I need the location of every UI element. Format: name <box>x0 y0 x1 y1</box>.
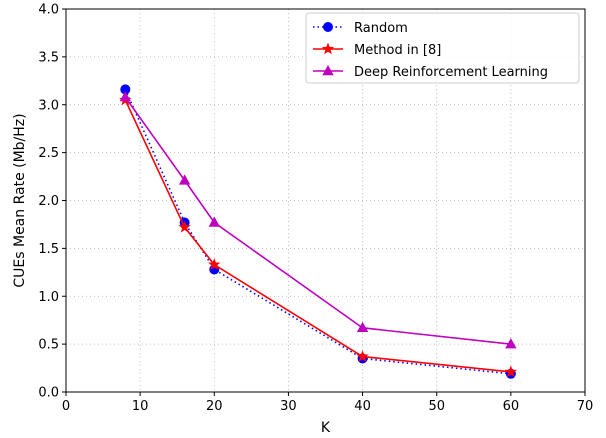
x-axis-label: K <box>321 420 331 436</box>
y-tick-label: 4.0 <box>38 3 59 18</box>
legend-marker <box>321 42 335 55</box>
data-point <box>178 174 191 185</box>
data-point <box>208 216 220 227</box>
y-tick-label: 2.5 <box>38 146 59 161</box>
data-point <box>356 350 369 362</box>
x-tick-label: 70 <box>577 399 594 414</box>
x-tick-label: 20 <box>206 399 223 414</box>
y-tick-label: 1.5 <box>38 242 59 257</box>
data-point <box>356 321 369 333</box>
y-tick-label: 0.0 <box>38 386 59 401</box>
legend: Random Method in [8] Deep Reinforcement Le… <box>305 12 580 84</box>
data-point <box>120 84 131 95</box>
legend-marker <box>322 65 334 76</box>
legend-label: Method in [8] <box>354 43 441 58</box>
series-line <box>124 99 511 373</box>
x-tick-label: 50 <box>428 399 445 414</box>
y-axis-label: CUEs Mean Rate (Mb/Hz) <box>12 113 28 287</box>
data-point <box>504 365 518 378</box>
x-tick-label: 40 <box>354 399 371 414</box>
series-1 <box>120 84 516 379</box>
y-tick-label: 1.0 <box>38 290 59 305</box>
x-tick-label: 30 <box>280 399 297 414</box>
axis-ticks: 0 10 20 30 40 50 60 70 0.0 0.5 1.0 1.5 2.0 2.5 3.0 3.5 4… <box>38 3 593 415</box>
data-point <box>505 338 517 349</box>
series-layer <box>119 84 518 379</box>
legend-label: Deep Reinforcement Learning <box>354 65 548 80</box>
data-point <box>119 91 132 102</box>
series-line <box>124 89 511 375</box>
legend-label: Random <box>354 21 408 36</box>
legend-box <box>305 12 580 84</box>
data-point <box>178 220 191 233</box>
series-3 <box>119 91 517 349</box>
x-tick-label: 0 <box>62 399 70 414</box>
y-tick-label: 3.5 <box>38 50 59 65</box>
y-tick-label: 0.5 <box>38 338 59 353</box>
legend-marker <box>323 22 333 32</box>
series-2 <box>119 93 518 378</box>
x-tick-label: 10 <box>132 399 149 414</box>
x-tick-label: 60 <box>503 399 520 414</box>
y-tick-label: 3.0 <box>38 98 59 113</box>
y-tick-label: 2.0 <box>38 194 59 209</box>
data-point <box>208 258 221 270</box>
